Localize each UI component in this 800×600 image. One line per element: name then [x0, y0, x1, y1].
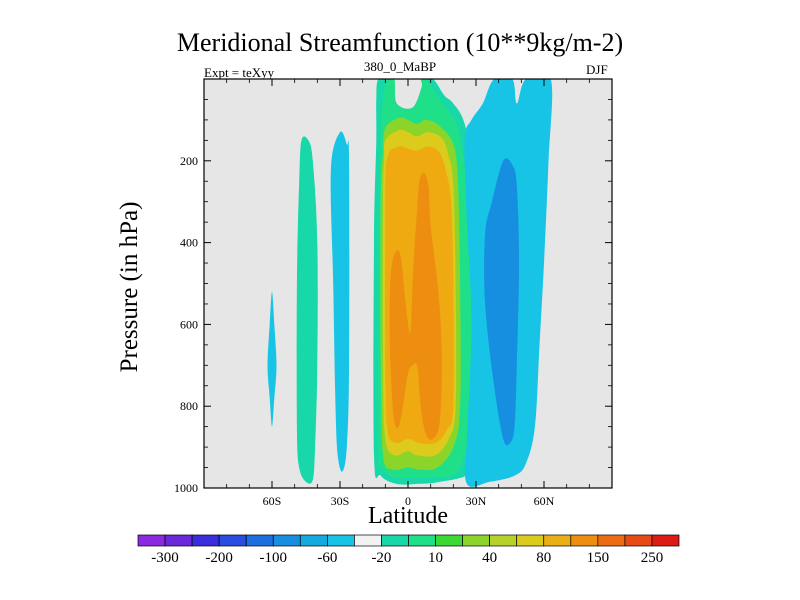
colorbar-label: -300 [151, 550, 179, 566]
colorbar-swatch [218, 534, 247, 547]
colorbar-label: -100 [260, 550, 288, 566]
colorbar-swatch [245, 534, 274, 547]
contour-region-300-8 [389, 172, 442, 440]
colorbar-label: -200 [205, 550, 233, 566]
colorbar-swatch [272, 534, 301, 547]
x-axis-label: Latitude [368, 503, 448, 529]
contour-region-10-1 [296, 136, 318, 484]
time-label: 380_0_MaBP [363, 59, 437, 74]
colorbar-label: 250 [641, 550, 664, 566]
colorbar-swatch [191, 534, 220, 547]
colorbar-swatch [651, 534, 680, 547]
x-tick-label: 0 [405, 494, 411, 508]
colorbar-label: 10 [428, 550, 443, 566]
colorbar-swatch [164, 534, 193, 547]
chart-title: Meridional Streamfunction (10**9kg/m-2) [176, 28, 624, 57]
axes: 60S 30S 0 30N 60N 200 400 600 800 1000 [174, 78, 613, 508]
y-tick-label: 400 [180, 236, 198, 250]
colorbar-swatch [327, 534, 355, 547]
colorbar-swatch [354, 534, 382, 547]
season-label: DJF [586, 62, 608, 77]
y-tick-label: 600 [180, 317, 198, 331]
colorbar-swatch [462, 534, 491, 547]
colorbar-swatch [570, 534, 599, 547]
colorbar-swatch [435, 534, 463, 547]
experiment-label: Expt = teXyy [204, 65, 275, 80]
colorbar-swatch [299, 534, 328, 547]
colorbar-swatch [624, 534, 653, 547]
x-tick-label: 30N [466, 494, 487, 508]
colorbar-swatch [381, 534, 409, 547]
x-tick-label: 60S [263, 494, 282, 508]
x-tick-label: 60N [534, 494, 555, 508]
colorbar-label: 40 [482, 550, 497, 566]
contour-region--20-2 [330, 131, 350, 472]
colorbar-label: -20 [371, 550, 391, 566]
contour-region--60-10 [484, 158, 520, 446]
x-tick-label: 30S [331, 494, 350, 508]
y-tick-label: 1000 [174, 481, 198, 495]
colorbar-label: -60 [317, 550, 337, 566]
colorbar-swatch [408, 534, 436, 547]
colorbar: -300 -200 -100 -60 -20 10 40 80 150 250 [137, 534, 680, 566]
colorbar-swatch [516, 534, 545, 547]
colorbar-label: 150 [587, 550, 610, 566]
contour-region--20-0 [267, 291, 277, 427]
colorbar-swatch [543, 534, 572, 547]
colorbar-swatch [597, 534, 626, 547]
colorbar-swatch [137, 534, 166, 547]
colorbar-swatch [489, 534, 518, 547]
contour-layer [267, 79, 553, 487]
y-tick-label: 800 [180, 399, 198, 413]
colorbar-label: 80 [536, 550, 551, 566]
y-tick-label: 200 [180, 154, 198, 168]
